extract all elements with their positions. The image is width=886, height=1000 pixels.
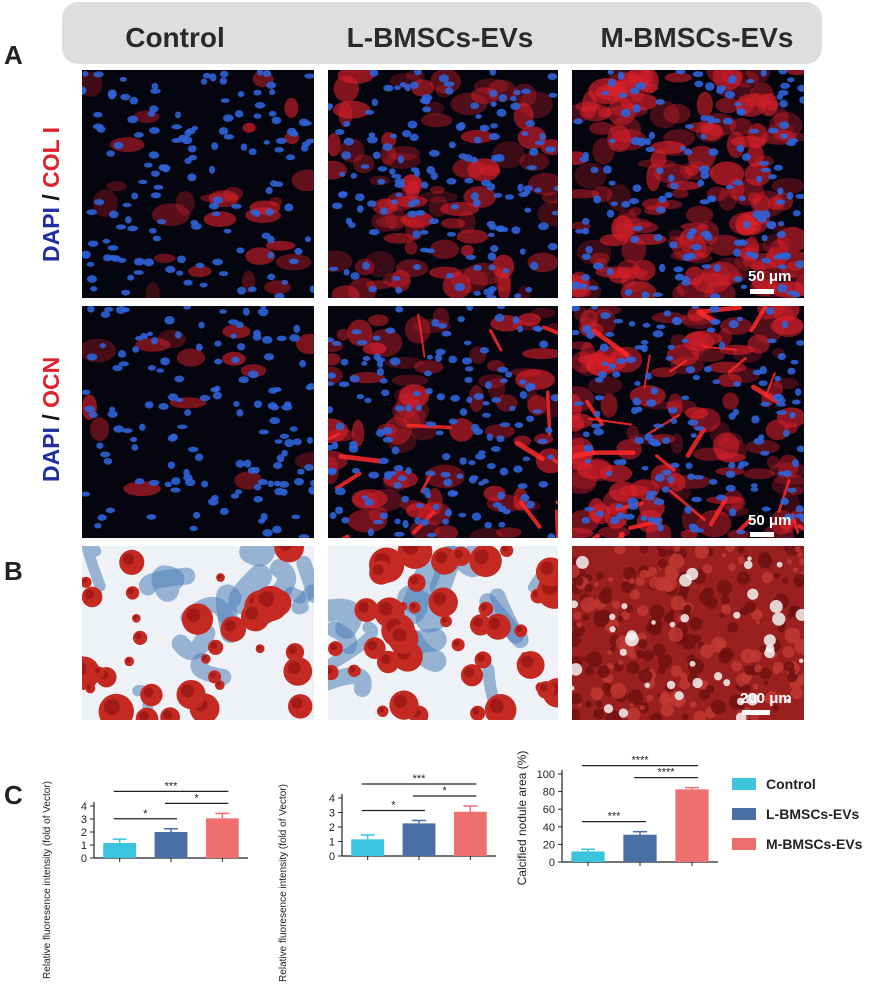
scale-bar-label-row1: 50 μm [748,268,792,285]
chart-legend: Control L-BMSCs-EVs M-BMSCs-EVs [732,776,862,852]
legend-swatch-m-bmscs [732,838,756,850]
y-tick-label: 20 [543,839,555,851]
scale-bar-label-row2: 50 μm [748,512,792,529]
y-tick-label: 60 [543,804,555,816]
y-tick-label: 1 [81,840,87,852]
bar-l-bmscs [623,834,657,862]
y-axis-label: Relative fluoresence intensity (fold of … [278,784,289,982]
bar-m-bmscs [205,818,239,858]
legend-item-l-bmscs: L-BMSCs-EVs [732,806,862,822]
y-axis-label: Relative fluoresence intensity (fold of … [42,781,53,979]
bar-m-bmscs [453,811,487,856]
scale-bar-alizarin [742,710,770,715]
column-title-m-bmscs: M-BMSCs-EVs [600,22,794,53]
bar-control [571,851,605,862]
legend-label-control: Control [766,776,816,792]
significance-label: *** [165,780,179,792]
bar-l-bmscs [154,832,188,858]
y-tick-label: 4 [329,793,335,805]
panel-letter-a: A [4,40,23,70]
y-tick-label: 3 [329,808,335,820]
y-tick-label: 2 [81,827,87,839]
scale-bar-row2 [750,532,774,537]
significance-label: * [195,792,200,804]
legend-item-m-bmscs: M-BMSCs-EVs [732,836,862,852]
micrograph-l-bmscs-ocn [328,306,558,538]
alizarin-l-bmscs [328,546,558,720]
column-title-control: Control [125,22,225,53]
column-title-l-bmscs: L-BMSCs-EVs [346,22,534,53]
legend-swatch-l-bmscs [732,808,756,820]
y-tick-label: 80 [543,787,555,799]
bar-l-bmscs [402,823,436,856]
row-label-ocn: DAPI / OCN [38,356,64,482]
micrograph-m-bmscs-col1 [572,70,804,298]
y-tick-label: 4 [81,801,87,813]
scale-bar-row1 [750,289,774,294]
micrograph-control-ocn [82,306,314,538]
legend-item-control: Control [732,776,862,792]
significance-label: **** [631,755,649,767]
y-tick-label: 0 [329,851,335,863]
significance-label: * [143,808,148,820]
y-tick-label: 40 [543,822,555,834]
bar-m-bmscs [675,789,709,862]
y-tick-label: 1 [329,837,335,849]
alizarin-control [82,546,314,720]
column-header-band [62,2,822,64]
legend-swatch-control [732,778,756,790]
y-tick-label: 2 [329,822,335,834]
significance-label: * [391,799,396,811]
scale-bar-label-alizarin: 200 μm [740,690,792,707]
panel-letter-c: C [4,780,23,810]
row-label-col1: DAPI / COL I [38,126,64,262]
significance-label: * [443,785,448,797]
micrograph-control-col1 [82,70,314,298]
alizarin-m-bmscs [572,546,804,720]
y-tick-label: 3 [81,814,87,826]
legend-label-l-bmscs: L-BMSCs-EVs [766,806,860,822]
y-axis-label: Calcified nodule area (%) [515,751,529,886]
panel-letter-b: B [4,556,23,586]
significance-label: *** [413,773,427,785]
y-tick-label: 0 [81,853,87,865]
micrograph-l-bmscs-col1 [328,70,558,298]
y-tick-label: 0 [549,857,555,869]
significance-label: **** [657,767,675,779]
micrograph-m-bmscs-ocn [572,306,804,538]
significance-label: *** [608,811,622,823]
bar-control [351,839,385,856]
legend-label-m-bmscs: M-BMSCs-EVs [766,836,863,852]
bar-control [103,843,137,858]
y-tick-label: 100 [537,769,555,781]
